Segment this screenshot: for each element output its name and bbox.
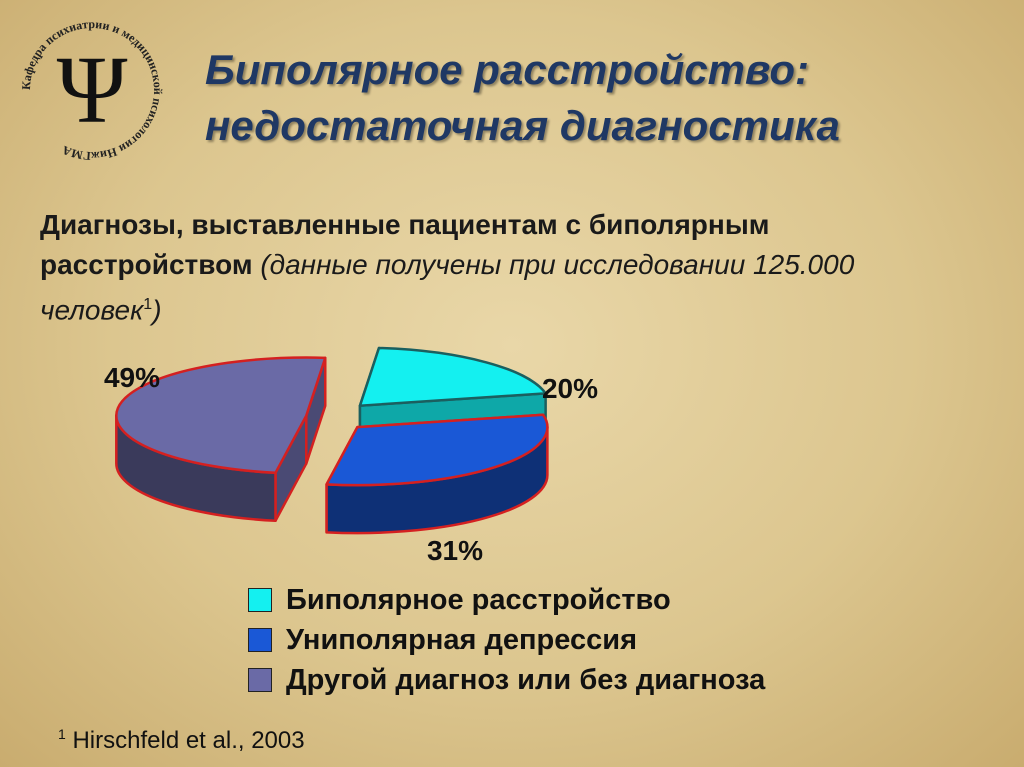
footnote-mark: 1 bbox=[58, 726, 66, 742]
chart-legend: Биполярное расстройство Униполярная депре… bbox=[248, 580, 765, 700]
legend-swatch bbox=[248, 668, 272, 692]
legend-item: Биполярное расстройство bbox=[248, 580, 765, 620]
page-title: Биполярное расстройство: недостаточная д… bbox=[205, 42, 1005, 154]
title-line-1: Биполярное расстройство: bbox=[205, 46, 809, 93]
data-label-2: 31% bbox=[427, 535, 483, 566]
legend-item: Униполярная депрессия bbox=[248, 620, 765, 660]
department-logo: Кафедра психиатрии и медицинской психоло… bbox=[19, 17, 165, 163]
description-note-close: ) bbox=[152, 294, 162, 326]
data-label-3: 49% bbox=[104, 362, 160, 393]
pie-slice-3 bbox=[115, 356, 327, 523]
psi-icon: Ψ bbox=[57, 36, 128, 143]
description-note: (данные получены при исследовании 125.00… bbox=[40, 249, 855, 326]
description-footnote-mark: 1 bbox=[143, 296, 153, 313]
description-bold: Диагнозы, выставленные пациентам с бипол… bbox=[40, 209, 770, 280]
legend-label: Другой диагноз или без диагноза bbox=[286, 663, 766, 696]
legend-item: Другой диагноз или без диагноза bbox=[248, 660, 765, 700]
footnote: 1 Hirschfeld et al., 2003 bbox=[58, 726, 305, 755]
legend-label: Биполярное расстройство bbox=[286, 583, 671, 616]
footnote-text: Hirschfeld et al., 2003 bbox=[72, 727, 305, 754]
legend-swatch bbox=[248, 588, 272, 612]
data-label-1: 20% bbox=[542, 373, 598, 404]
pie-slice-2 bbox=[325, 413, 549, 535]
legend-swatch bbox=[248, 628, 272, 652]
chart-description: Диагнозы, выставленные пациентам с бипол… bbox=[40, 205, 940, 330]
legend-label: Униполярная депрессия bbox=[286, 623, 637, 656]
title-line-2: недостаточная диагностика bbox=[205, 102, 840, 149]
